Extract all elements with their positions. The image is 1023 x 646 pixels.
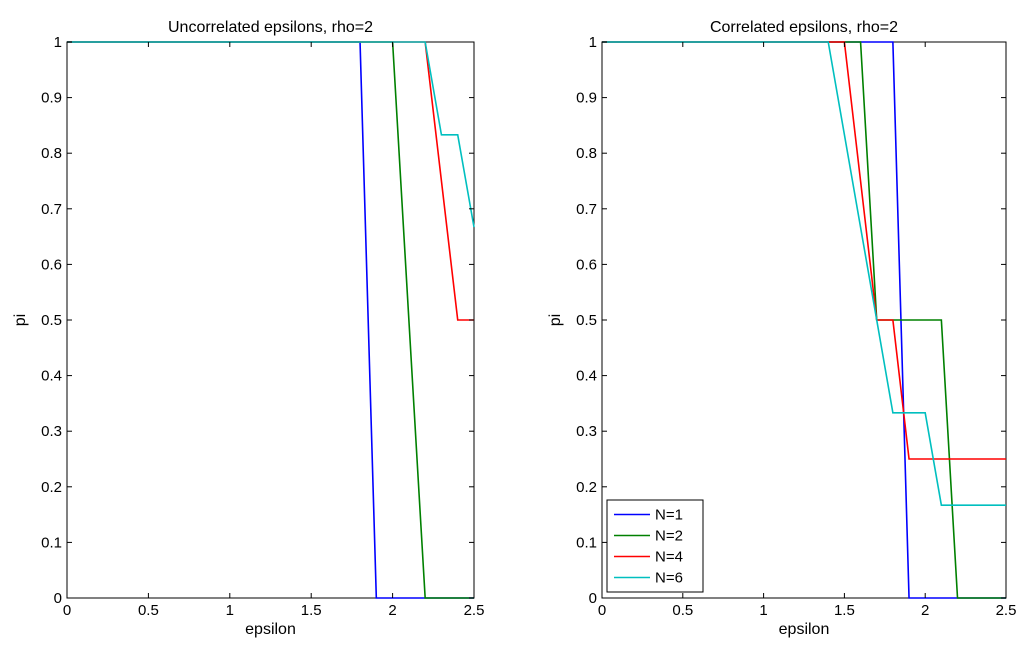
- series-line-4: [602, 41, 1006, 506]
- y-tick-label: 0.1: [576, 534, 597, 551]
- x-tick-label: 2: [921, 602, 929, 619]
- y-tick-label: 0.9: [576, 90, 597, 107]
- y-tick-label: 0.4: [41, 368, 62, 385]
- y-tick-label: 0.6: [576, 256, 597, 273]
- legend: N=1 N=2 N=4 N=6: [606, 499, 704, 593]
- chart-title: Correlated epsilons, rho=2: [710, 19, 898, 36]
- y-tick-label: 0.4: [576, 368, 597, 385]
- x-tick-label: 2.5: [464, 602, 485, 619]
- y-tick-label: 0.3: [576, 423, 597, 440]
- y-tick-label: 0.3: [41, 423, 62, 440]
- legend-box: [606, 499, 704, 593]
- legend-label: N=4: [655, 549, 683, 566]
- y-tick-label: 0.5: [41, 312, 62, 329]
- y-tick-label: 0.9: [41, 90, 62, 107]
- x-axis-label: epsilon: [245, 621, 296, 638]
- x-tick-label: 2: [388, 602, 396, 619]
- y-tick-label: 0: [589, 590, 597, 607]
- y-axis-label: pi: [547, 314, 564, 326]
- y-tick-label: 1: [54, 34, 62, 51]
- y-tick-label: 0.7: [576, 201, 597, 218]
- x-tick-label: 1.5: [834, 602, 855, 619]
- y-tick-label: 0.5: [576, 312, 597, 329]
- y-tick-label: 0.7: [41, 201, 62, 218]
- uncorrelated-chart: 0 0.5 1 1.5 2 2.5 0 0.1 0.2 0.3 0.4 0.5 0.6 0.7 0.8 0.9…: [12, 19, 484, 638]
- chart-title: Uncorrelated epsilons, rho=2: [168, 19, 373, 36]
- y-tick-label: 0.8: [576, 145, 597, 162]
- correlated-chart: 0 0.5 1 1.5 2 2.5 0 0.1 0.2 0.3 0.4 0.5 0.6 0.7 0.8 0.9…: [547, 19, 1016, 638]
- x-tick-label: 2.5: [996, 602, 1017, 619]
- y-tick-label: 0.6: [41, 256, 62, 273]
- y-tick-label: 0.8: [41, 145, 62, 162]
- x-tick-label: 0: [598, 602, 606, 619]
- y-tick-label: 0.2: [576, 479, 597, 496]
- x-axis-label: epsilon: [779, 621, 830, 638]
- x-tick-label: 0.5: [672, 602, 693, 619]
- series-line-4: [67, 41, 475, 228]
- legend-label: N=6: [655, 570, 683, 587]
- plot-area: [66, 41, 475, 599]
- legend-label: N=1: [655, 507, 683, 524]
- y-tick-label: 0.2: [41, 479, 62, 496]
- legend-label: N=2: [655, 528, 683, 545]
- y-tick-label: 1: [589, 34, 597, 51]
- x-tick-label: 1: [226, 602, 234, 619]
- x-tick-label: 1: [759, 602, 767, 619]
- x-tick-label: 0: [63, 602, 71, 619]
- y-axis-label: pi: [12, 314, 29, 326]
- x-tick-label: 1.5: [301, 602, 322, 619]
- y-tick-label: 0.1: [41, 534, 62, 551]
- y-tick-label: 0: [54, 590, 62, 607]
- x-tick-label: 0.5: [138, 602, 159, 619]
